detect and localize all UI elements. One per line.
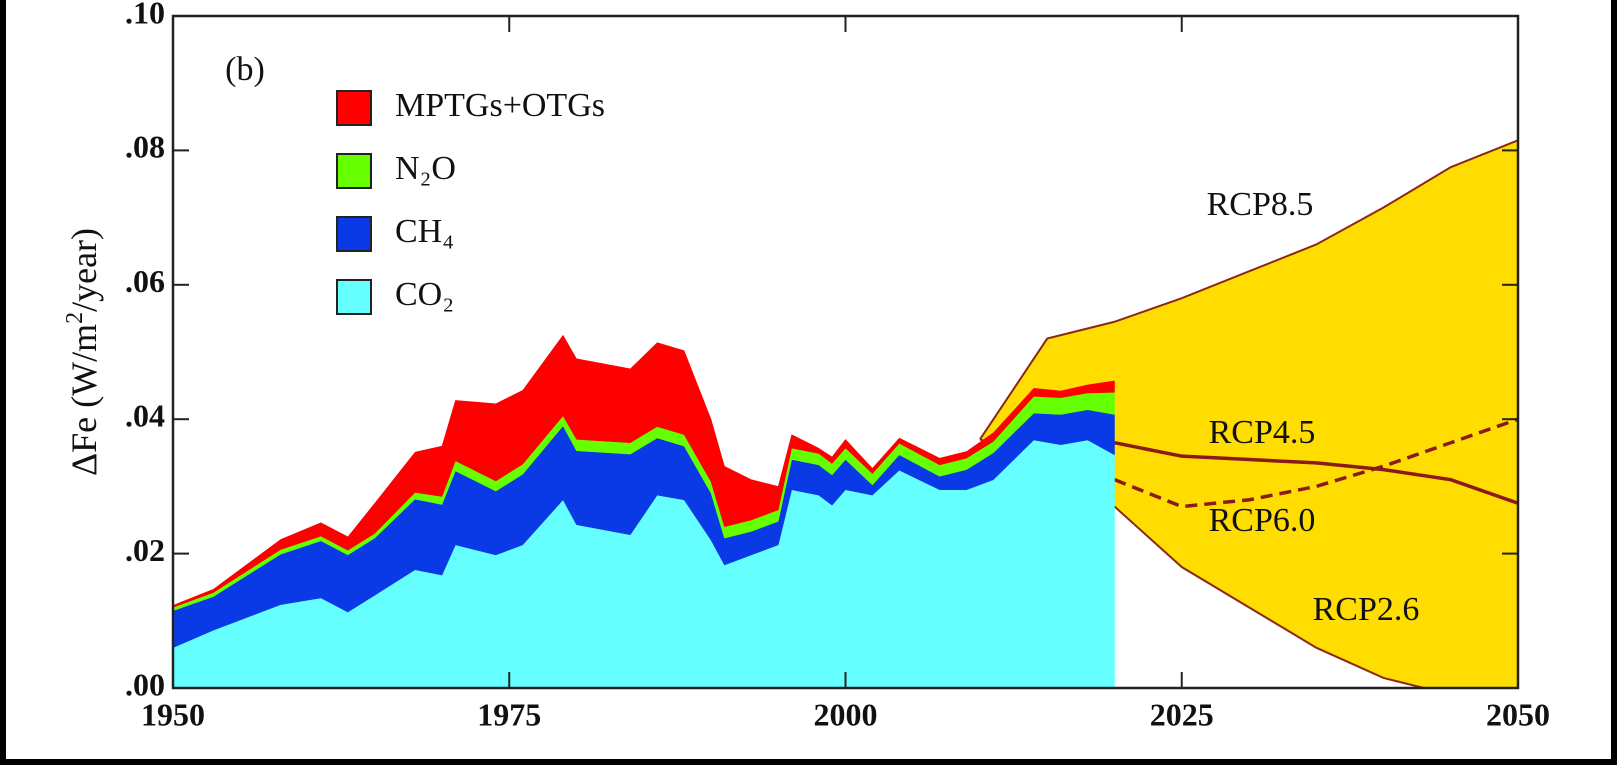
y-axis-label: ΔFe (W/m2/year) [62,228,105,476]
stack-area [173,334,1115,608]
y-tick-label: .02 [125,532,165,568]
y-label-rest: /year) [64,228,104,312]
projection-line [1113,417,1518,509]
y-tick-label: .08 [125,129,165,165]
projection-line [979,139,1518,440]
plot-area [173,139,1518,688]
legend-swatch [336,153,372,189]
legend-label: N₂O [395,150,456,187]
y-tick-label: .04 [125,398,165,434]
projection-label: RCP8.5 [1207,186,1314,223]
legend-swatch [336,279,372,315]
x-tick-label: 2000 [814,696,878,732]
y-tick-label: .00 [125,666,165,702]
projection-line [1114,441,1518,505]
projection-envelope [980,140,1518,688]
panel-label: (b) [225,51,265,88]
projection-label: RCP4.5 [1209,414,1316,451]
x-tick-label: 1975 [477,696,541,732]
x-tick-label: 2025 [1150,696,1214,732]
legend-label: CO₂ [395,276,454,313]
y-tick-label: .06 [125,263,165,299]
projection-label: RCP2.6 [1313,591,1420,628]
x-tick-label: 1950 [141,696,205,732]
y-label-sup: 2 [62,312,88,324]
legend-label: MPTGs+OTGs [395,87,605,124]
legend-swatch [336,216,372,252]
legend-label: CH₄ [395,213,454,250]
y-tick-label: .10 [125,0,165,30]
y-label-main: ΔFe (W/m [64,324,104,476]
x-tick-label: 2050 [1486,696,1550,732]
projection-label: RCP6.0 [1209,502,1316,539]
legend-swatch [336,90,372,126]
